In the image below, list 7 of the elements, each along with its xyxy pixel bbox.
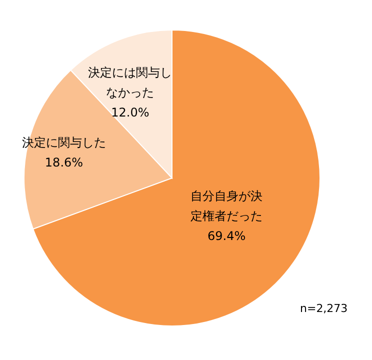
slice-label: 決定には関与しなかった — [88, 66, 172, 100]
data-label: 18.6% — [44, 155, 84, 170]
text: n=2,273 — [300, 302, 348, 315]
data-label: 12.0% — [111, 106, 150, 120]
data-label: 69.4% — [208, 229, 246, 244]
slice-label: 自分自身が決定権者だった — [190, 189, 263, 224]
slice-label: 決定に関与した — [22, 135, 106, 150]
